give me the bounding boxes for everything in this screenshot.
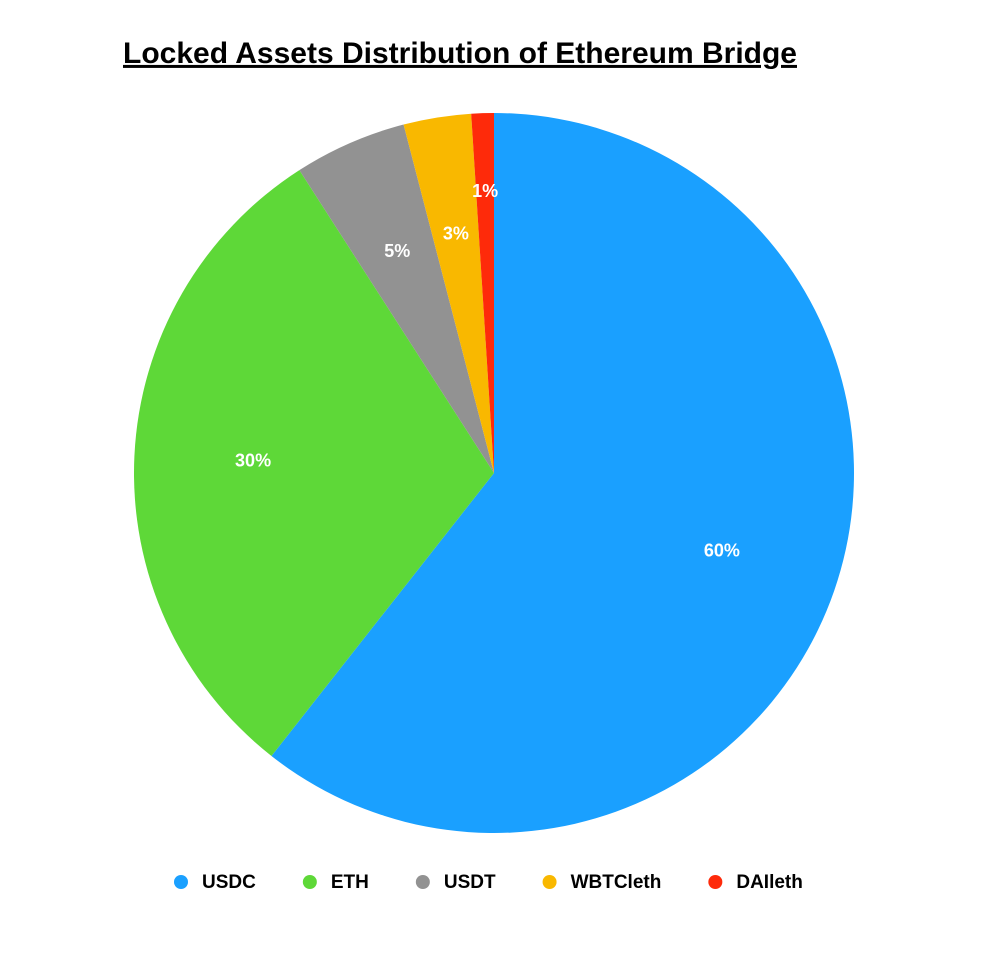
data-label: 5% — [384, 241, 410, 261]
legend-marker — [708, 875, 723, 889]
pie-slice — [271, 113, 854, 833]
pie-slice — [403, 113, 494, 474]
pie-slice — [134, 170, 495, 756]
data-label: 30% — [235, 450, 271, 470]
data-label: 3% — [443, 224, 469, 244]
legend-label: WBTCleth — [571, 872, 662, 893]
pie-slice — [299, 124, 494, 474]
legend-label: DAIleth — [736, 872, 803, 893]
data-label: 1% — [472, 181, 498, 201]
legend-marker — [542, 875, 557, 889]
legend-label: USDT — [444, 872, 496, 893]
chart-title: Locked Assets Distribution of Ethereum B… — [123, 37, 797, 70]
legend-marker — [174, 875, 188, 889]
data-label: 60% — [704, 541, 740, 561]
legend-label: USDC — [202, 872, 256, 893]
legend-label: ETH — [331, 872, 369, 893]
legend-marker — [415, 875, 430, 889]
pie-slice — [471, 113, 494, 473]
legend-marker — [302, 875, 317, 889]
